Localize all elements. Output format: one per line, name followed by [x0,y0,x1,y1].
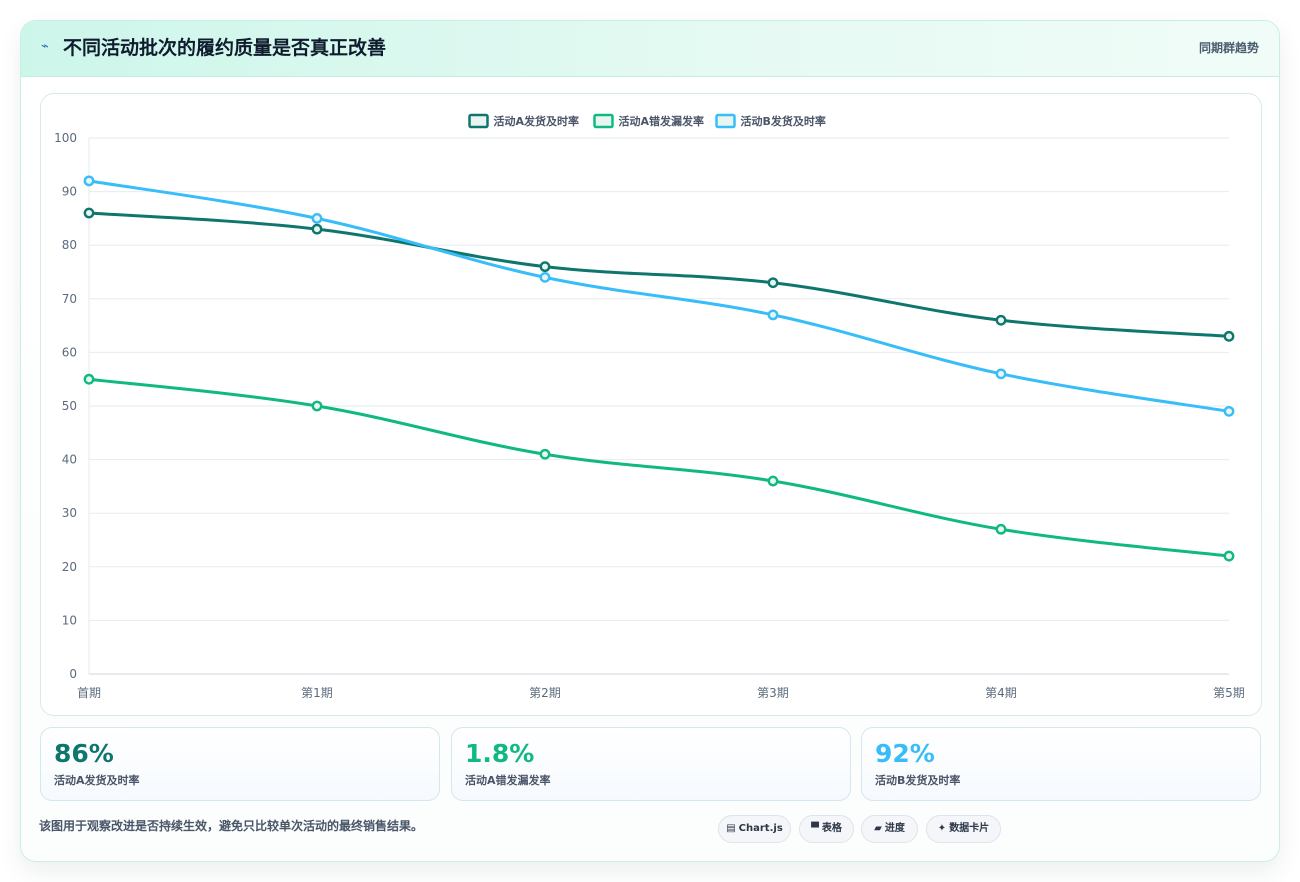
lightning-icon: ⌁ [41,39,49,54]
data-point [539,271,551,283]
y-tick-label: 70 [62,292,77,306]
y-tick-label: 50 [62,399,77,413]
chip-progress[interactable]: ▰ 进度 [861,815,918,843]
table-icon: ▀ [811,823,819,834]
data-point [539,261,551,273]
chip-chartjs[interactable]: ▤ Chart.js [718,815,791,843]
chip-label: 进度 [884,823,905,834]
series-line [87,377,1231,558]
data-point [83,175,95,187]
legend-label: 活动A发货及时率 [494,114,580,128]
data-point [995,368,1007,380]
footer-note: 该图用于观察改进是否持续生效，避免只比较单次活动的最终销售结果。 [39,819,424,833]
stat-card-a-ontime: 86% 活动A发货及时率 [40,727,440,801]
data-point [311,213,323,224]
x-tick-label: 第1期 [301,686,333,700]
y-tick-label: 40 [62,453,77,467]
data-point [83,207,95,219]
stat-card-a-error: 1.8% 活动A错发漏发率 [451,727,851,801]
stat-value: 1.8% [465,739,535,768]
chip-data-card[interactable]: ✦ 数据卡片 [926,815,1001,843]
data-point [1223,330,1235,342]
y-tick-label: 0 [69,667,77,681]
y-tick-label: 90 [62,185,77,199]
x-tick-label: 首期 [77,686,101,700]
y-tick-label: 10 [62,613,77,627]
x-tick-label: 第5期 [1213,686,1245,700]
y-tick-label: 20 [62,560,77,574]
line-chart: 0 10 20 30 40 50 60 70 80 90 100 首期 第1期 第2期 第3期 第4期 第5期 活… [54,113,1245,700]
chip-label: Chart.js [738,823,783,834]
data-point [539,448,551,460]
chip-label: 表格 [821,823,842,834]
legend-swatch [593,113,614,129]
stat-value: 92% [875,739,935,768]
data-point [1223,405,1235,417]
data-point [767,277,779,289]
card-header: ⌁ 不同活动批次的履约质量是否真正改善 同期群趋势 [21,21,1279,77]
data-point [83,373,95,385]
stat-label: 活动B发货及时率 [875,774,961,787]
chart-icon: ▤ [726,823,736,834]
legend-label: 活动A错发漏发率 [619,114,705,128]
stat-card-b-ontime: 92% 活动B发货及时率 [861,727,1261,801]
data-point [311,400,323,412]
series-line [87,211,1231,338]
stat-value: 86% [54,739,114,768]
data-point [995,314,1007,326]
data-point [1223,550,1235,562]
x-tick-label: 第4期 [985,686,1017,700]
stat-label: 活动A发货及时率 [54,774,140,787]
chip-label: 数据卡片 [949,823,990,834]
legend-swatch [715,113,736,129]
chart-container: 0 10 20 30 40 50 60 70 80 90 100 首期 第1期 第2期 第3期 第4期 第5期 活… [40,93,1262,716]
series-line [87,179,1231,413]
cohort-trend-label: 同期群趋势 [1198,41,1259,55]
chip-table[interactable]: ▀ 表格 [799,815,854,843]
progress-icon: ▰ [874,823,882,834]
y-tick-label: 60 [62,345,77,359]
card-title: 不同活动批次的履约质量是否真正改善 [63,37,387,59]
y-tick-label: 30 [62,506,77,520]
dashboard-card: ⌁ 不同活动批次的履约质量是否真正改善 同期群趋势 0 10 20 30 40 50 60 7… [20,20,1280,862]
y-tick-label: 80 [62,238,77,252]
data-point [767,475,779,487]
y-tick-label: 100 [54,131,77,145]
x-tick-label: 第2期 [529,686,561,700]
data-point [767,309,779,321]
stat-label: 活动A错发漏发率 [465,774,551,787]
data-point [995,523,1007,535]
legend-label: 活动B发货及时率 [741,114,826,128]
x-tick-label: 第3期 [757,686,789,700]
data-point [311,223,323,235]
sparkle-icon: ✦ [937,823,947,834]
legend-swatch [468,113,489,129]
